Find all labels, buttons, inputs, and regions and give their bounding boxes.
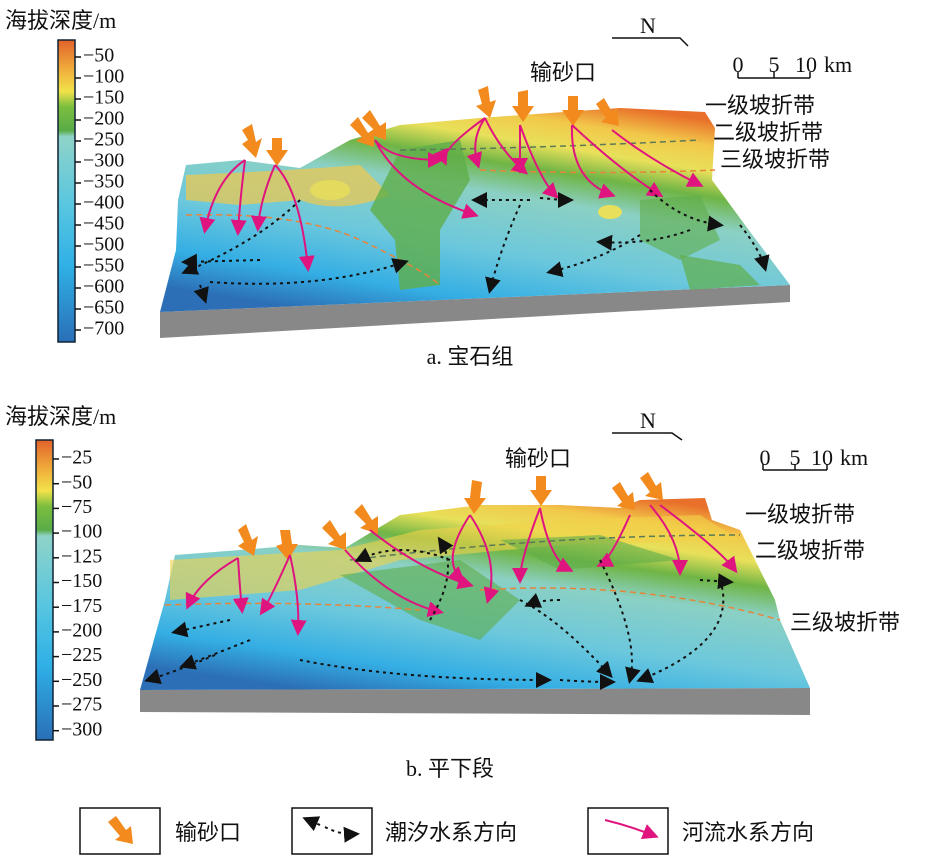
colorbar-tick-label: −50 (83, 45, 114, 67)
slope-break-label: 三级坡折带 (790, 610, 900, 635)
colorbar-tick-label: −50 (61, 471, 92, 493)
colorbar-title: 海拔深度/m (5, 8, 116, 33)
slope-break-label: 一级坡折带 (705, 93, 815, 118)
colorbar-tick-label: −550 (83, 255, 124, 277)
colorbar-tick-label: −250 (61, 669, 102, 691)
legend-label: 输砂口 (175, 820, 241, 845)
colorbar (57, 39, 76, 343)
scale-tick: 10 (795, 52, 817, 77)
colorbar-tick-label: −650 (83, 297, 124, 319)
caption: b. 平下段 (406, 756, 494, 781)
colorbar-tick-label: −450 (83, 213, 124, 235)
scale-bar (762, 464, 828, 471)
source-arrows (242, 86, 619, 166)
tidal-flows (144, 536, 734, 690)
legend: 输砂口 潮汐水系方向 河流水系方向 (79, 807, 814, 855)
north-arrow (612, 432, 683, 441)
colorbar-ticks: −50−100−150−200−250−300−350−400−450−500−… (75, 45, 124, 340)
colorbar-tick-label: −300 (83, 150, 124, 172)
scale-tick: 0 (733, 52, 744, 77)
river-flows (199, 117, 704, 272)
colorbar-tick-label: −200 (61, 619, 102, 641)
colorbar-tick-label: −275 (61, 694, 102, 716)
colorbar-tick-label: −150 (61, 570, 102, 592)
colorbar-tick-label: −600 (83, 276, 124, 298)
colorbar-tick-label: −225 (61, 644, 102, 666)
colorbar-tick-label: −200 (83, 108, 124, 130)
legend-label: 河流水系方向 (682, 820, 814, 845)
panel-b: 海拔深度/m −25−50 −75 −100−125 −150 −175−200 −225… (5, 404, 900, 781)
tidal-flows (181, 189, 770, 304)
source-label: 输砂口 (505, 446, 571, 471)
caption: a. 宝石组 (427, 344, 514, 369)
colorbar-tick-label: −300 (61, 718, 102, 740)
slope-break-label: 一级坡折带 (745, 502, 855, 527)
scale-bar (737, 72, 811, 79)
legend-label: 潮汐水系方向 (385, 820, 517, 845)
colorbar-tick-label: −100 (61, 521, 102, 543)
colorbar (35, 439, 54, 741)
colorbar-tick-label: −25 (61, 447, 92, 469)
scale-tick: 0 (760, 445, 771, 470)
slope-break-label: 二级坡折带 (713, 120, 823, 145)
scale-unit: km (840, 445, 868, 470)
north-arrow (612, 37, 689, 47)
source-arrows (238, 472, 663, 560)
colorbar-tick-label: −175 (61, 595, 102, 617)
colorbar-tick-label: −700 (83, 318, 124, 340)
colorbar-tick-label: −400 (83, 192, 124, 214)
scale-tick: 5 (790, 445, 801, 470)
colorbar-tick-label: −500 (83, 234, 124, 256)
north-label: N (640, 13, 656, 38)
scale-unit: km (824, 52, 852, 77)
slope-break-label: 二级坡折带 (755, 538, 865, 563)
colorbar-title: 海拔深度/m (5, 404, 116, 429)
terrain-base (160, 285, 790, 338)
scale-tick: 5 (769, 52, 780, 77)
colorbar-ticks: −25−50 −75 −100−125 −150 −175−200 −225 −250 −27… (53, 447, 102, 740)
slope-break-label: 三级坡折带 (720, 147, 830, 172)
source-label: 输砂口 (530, 60, 596, 85)
scale-tick: 10 (811, 445, 833, 470)
north-label: N (640, 408, 656, 433)
colorbar-tick-label: −350 (83, 171, 124, 193)
panel-a: 海拔深度/m −50−100−150−200−250−300−350−400−4… (5, 8, 852, 369)
colorbar-tick-label: −125 (61, 545, 102, 567)
colorbar-tick-label: −250 (83, 129, 124, 151)
colorbar-tick-label: −150 (83, 87, 124, 109)
terrain-base (140, 688, 810, 715)
colorbar-tick-label: −75 (61, 496, 92, 518)
colorbar-tick-label: −100 (83, 66, 124, 88)
